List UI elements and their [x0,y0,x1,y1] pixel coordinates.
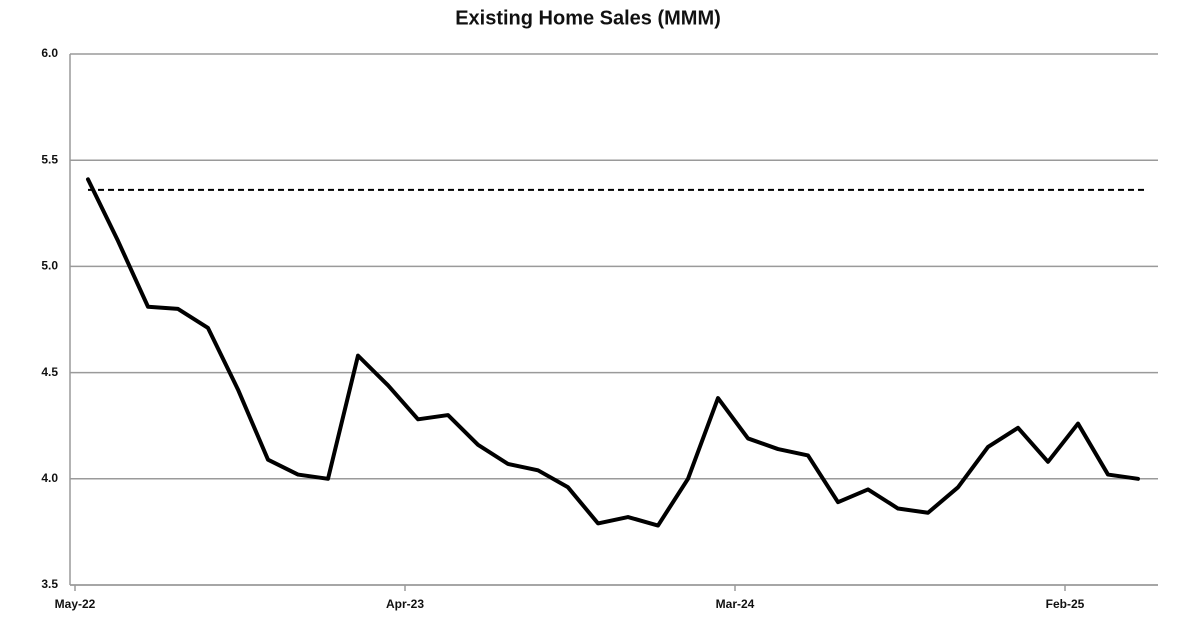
x-tick-label: May-22 [55,597,96,611]
x-tick-label: Apr-23 [386,597,424,611]
y-tick-label: 6.0 [41,46,58,60]
data-line [86,177,1140,528]
y-tick-label: 5.0 [41,259,58,273]
x-tick-label: Feb-25 [1046,597,1085,611]
chart-title: Existing Home Sales (MMM) [455,7,721,29]
y-tick-label: 4.5 [41,365,58,379]
x-tick-label: Mar-24 [716,597,755,611]
y-tick-label: 4.0 [41,471,58,485]
y-tick-label: 3.5 [41,577,58,591]
y-tick-label: 5.5 [41,152,58,166]
